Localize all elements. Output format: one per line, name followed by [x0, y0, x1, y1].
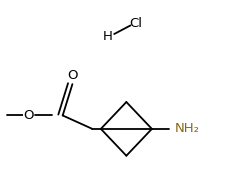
- Text: NH₂: NH₂: [175, 122, 200, 135]
- Text: H: H: [103, 30, 113, 43]
- Text: O: O: [67, 69, 78, 82]
- Text: Cl: Cl: [130, 17, 143, 30]
- Text: O: O: [23, 109, 34, 122]
